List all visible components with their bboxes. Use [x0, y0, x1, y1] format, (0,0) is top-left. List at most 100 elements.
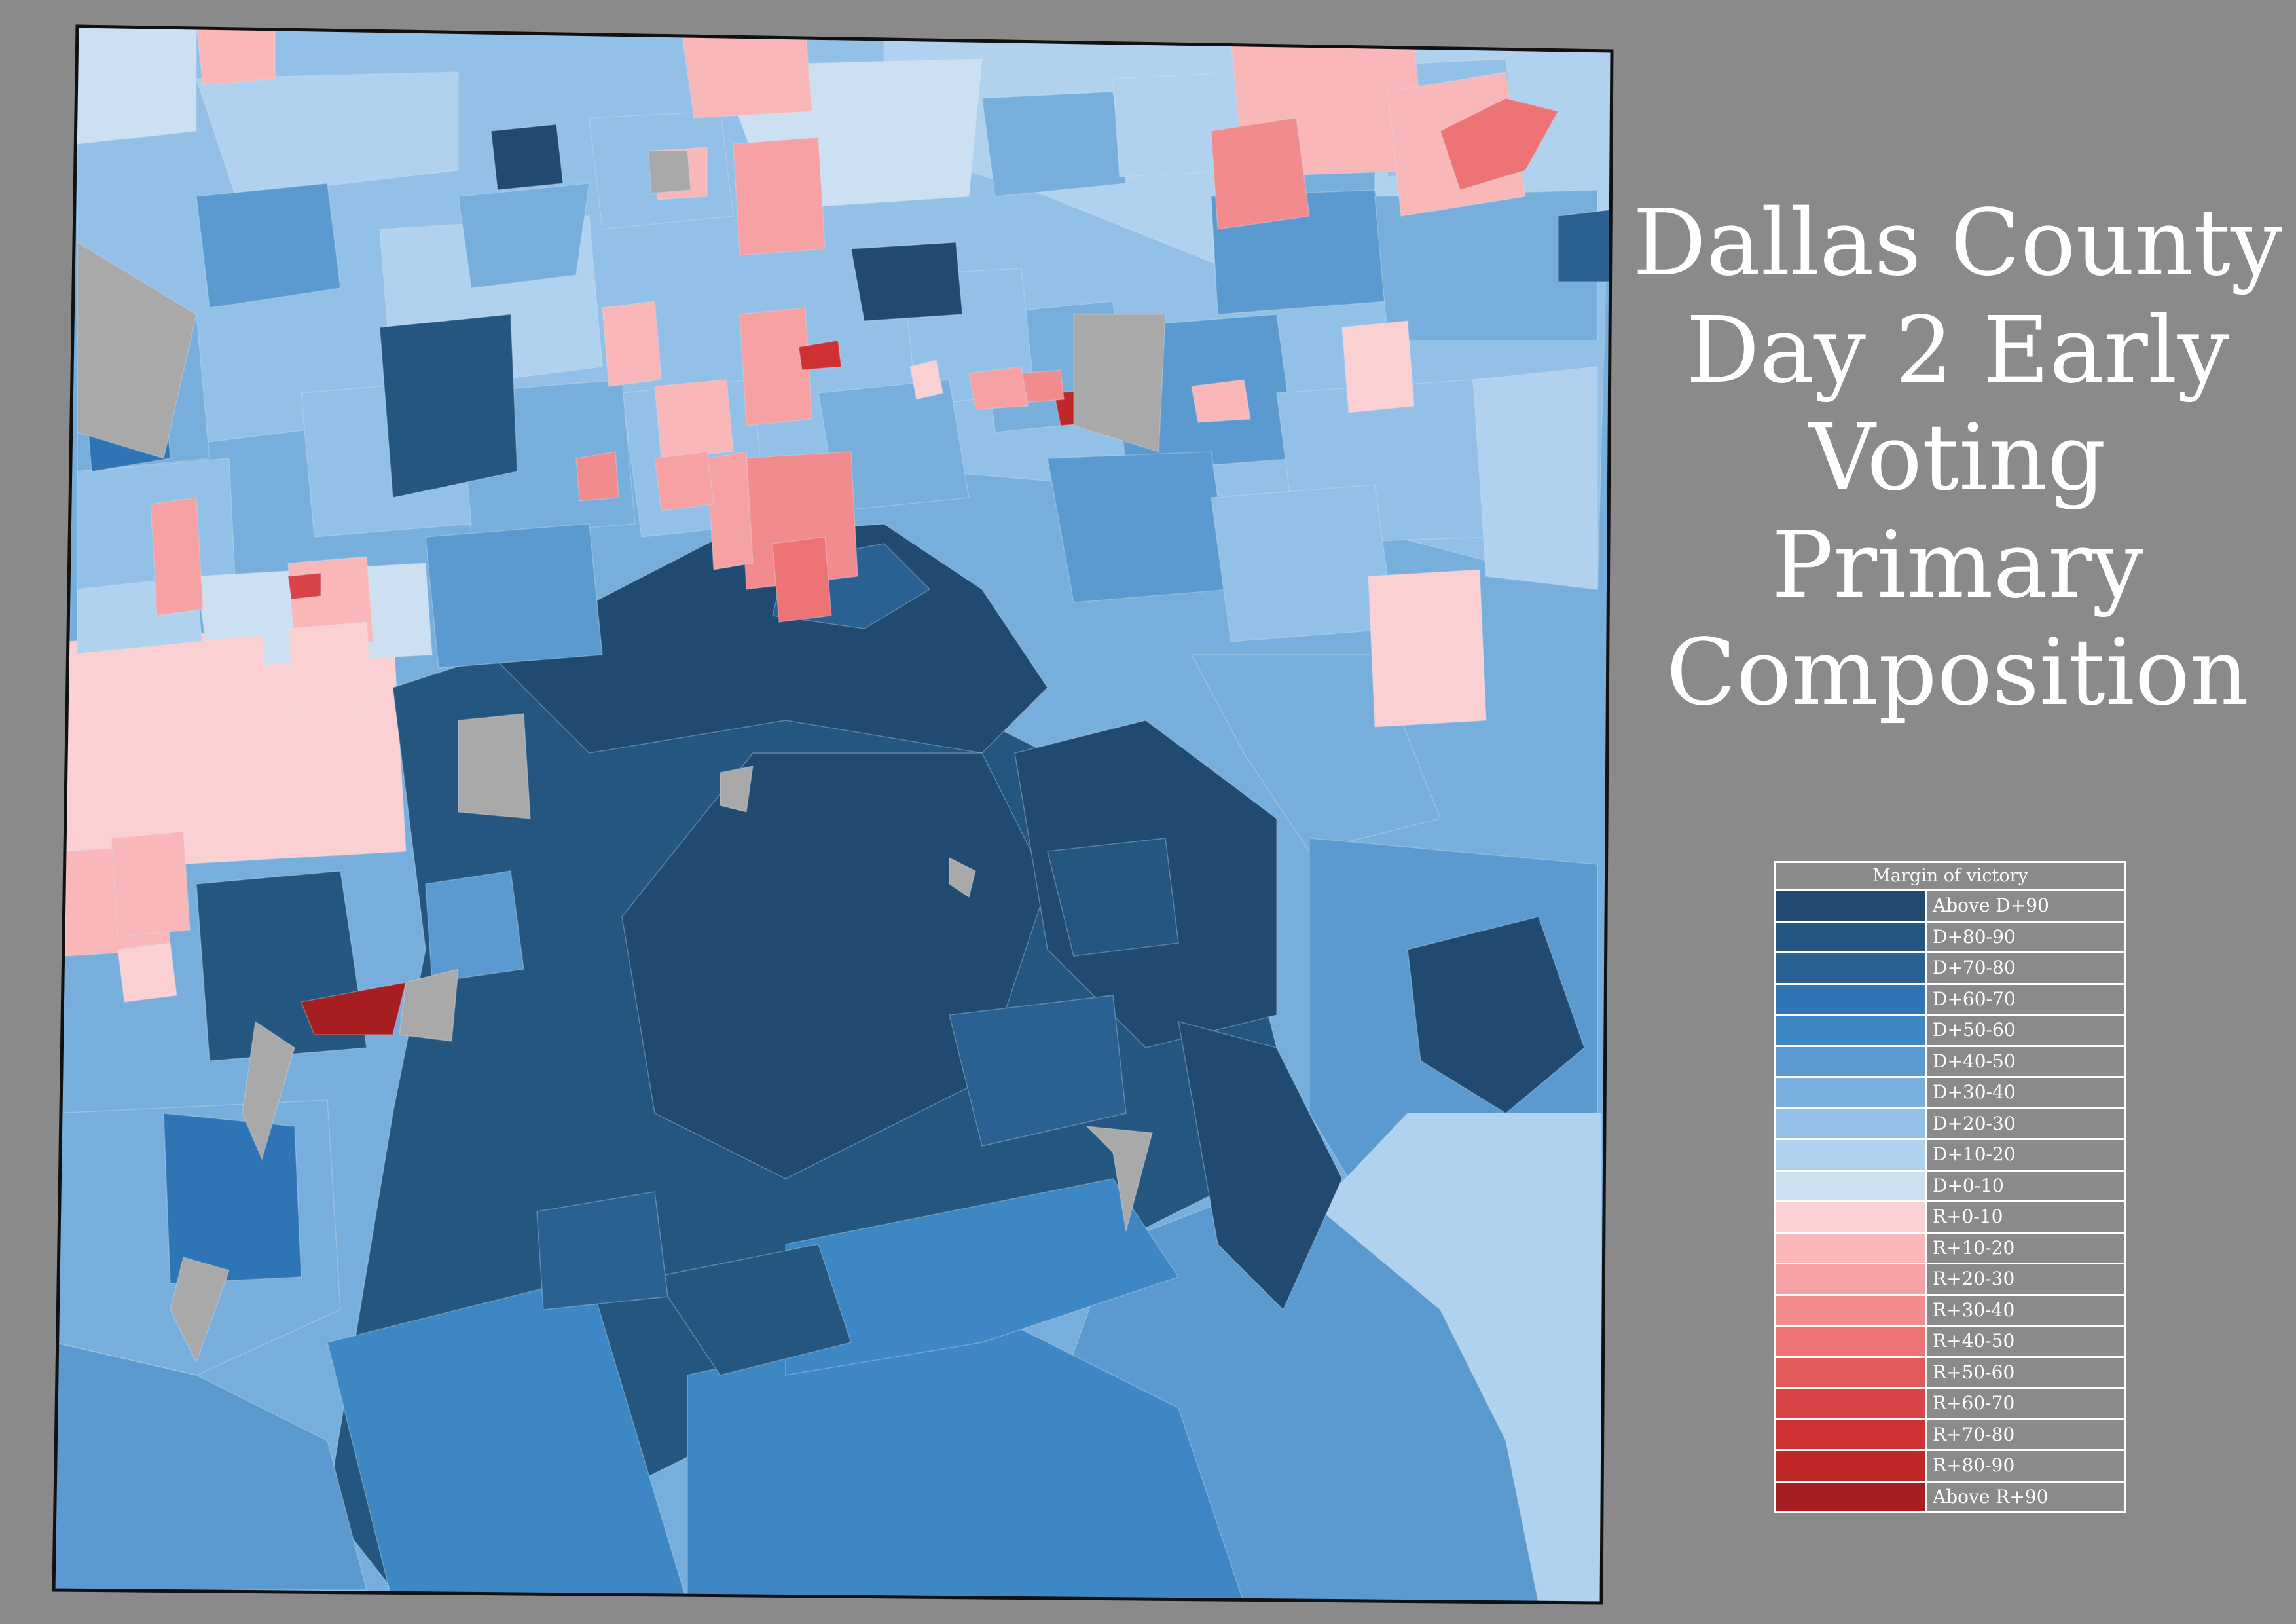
legend-item: D+20-30: [1776, 1109, 2124, 1140]
legend-label: D+70-80: [1933, 957, 2016, 978]
legend-label: R+30-40: [1933, 1299, 2015, 1321]
legend-label: Above D+90: [1933, 895, 2049, 916]
map-title: Dallas County Day 2 Early Voting Primary Com…: [1630, 190, 2285, 727]
precinct-region: [490, 124, 564, 191]
county-border: [52, 24, 1614, 1605]
legend-swatch: [1776, 1233, 1927, 1263]
legend-label: D+30-40: [1933, 1081, 2016, 1103]
legend-label: R+60-70: [1933, 1392, 2015, 1414]
precinct-region: [850, 242, 963, 322]
precinct-region: [196, 183, 341, 308]
legend-swatch: [1776, 1482, 1927, 1511]
legend-swatch: [1776, 1016, 1927, 1045]
legend: Margin of victory Above D+90 D+80-90 D+70-…: [1774, 861, 2126, 1513]
precinct-region: [1211, 117, 1310, 230]
precinct-region: [575, 451, 619, 502]
legend-item: D+40-50: [1776, 1046, 2124, 1078]
legend-label: R+10-20: [1933, 1236, 2015, 1259]
legend-label: D+60-70: [1933, 987, 2016, 1010]
precinct-region: [653, 1244, 852, 1376]
legend-label: Above R+90: [1933, 1485, 2049, 1507]
legend-swatch: [1776, 953, 1927, 983]
precinct-region: [1211, 484, 1395, 642]
precinct-region: [1341, 320, 1415, 413]
legend-label: D+80-90: [1933, 925, 2016, 948]
precinct-region: [1021, 369, 1065, 403]
legend-item: R+60-70: [1776, 1389, 2124, 1420]
precinct-region: [1047, 451, 1231, 603]
precinct-region: [1047, 838, 1179, 957]
title-line: Primary: [1771, 512, 2144, 619]
precinct-region: [54, 1342, 367, 1591]
legend-swatch: [1776, 1140, 1927, 1170]
legend-swatch: [1776, 922, 1927, 951]
precinct-region: [287, 621, 374, 714]
precinct-region: [399, 969, 459, 1042]
legend-item: R+80-90: [1776, 1451, 2124, 1483]
legend-label: D+0-10: [1933, 1174, 2004, 1196]
precinct-region: [170, 1257, 230, 1363]
precinct-region: [1073, 314, 1166, 453]
precinct-region: [772, 536, 832, 623]
legend-item: R+40-50: [1776, 1327, 2124, 1358]
precinct-region: [621, 752, 1048, 1179]
legend-item: Above R+90: [1776, 1482, 2124, 1511]
legend-title: Margin of victory: [1776, 863, 2124, 891]
legend-item: D+70-80: [1776, 953, 2124, 985]
legend-item: D+0-10: [1776, 1171, 2124, 1202]
precinct-region: [720, 766, 754, 813]
legend-rows: Above D+90 D+80-90 D+70-80 D+60-70 D+50-60 D+…: [1776, 891, 2124, 1511]
precinct-region: [1440, 98, 1559, 191]
precinct-region: [196, 26, 276, 86]
legend-swatch: [1776, 891, 1927, 921]
precinct-region: [300, 982, 407, 1035]
legend-label: R+50-60: [1933, 1361, 2015, 1383]
precinct-region: [287, 572, 321, 600]
precinct-region: [1558, 209, 1612, 282]
legend-item: D+50-60: [1776, 1016, 2124, 1047]
legend-label: D+20-30: [1933, 1112, 2016, 1134]
precinct-region: [602, 301, 662, 387]
legend-label: R+0-10: [1933, 1206, 2003, 1227]
legend-label: R+80-90: [1933, 1454, 2015, 1476]
precinct-region: [1368, 569, 1487, 728]
legend-label: R+70-80: [1933, 1423, 2015, 1445]
legend-item: D+80-90: [1776, 922, 2124, 953]
dallas-county-map: [52, 24, 1614, 1605]
legend-label: D+40-50: [1933, 1050, 2016, 1072]
precinct-region: [680, 26, 812, 119]
precinct-region: [77, 26, 197, 145]
precinct-region: [111, 831, 191, 937]
precinct-region: [1191, 379, 1251, 423]
precinct-region: [65, 635, 282, 852]
legend-swatch: [1776, 1078, 1927, 1107]
precinct-region: [458, 183, 590, 289]
legend-item: R+0-10: [1776, 1202, 2124, 1234]
legend-item: R+70-80: [1776, 1420, 2124, 1451]
legend-item: R+10-20: [1776, 1233, 2124, 1264]
legend-swatch: [1776, 1046, 1927, 1076]
precinct-region: [117, 942, 177, 1003]
precinct-region: [739, 307, 812, 426]
precinct-region: [536, 1191, 668, 1310]
precinct-region: [706, 451, 754, 570]
legend-item: Above D+90: [1776, 891, 2124, 923]
legend-item: R+50-60: [1776, 1357, 2124, 1389]
legend-swatch: [1776, 1202, 1927, 1232]
precinct-region: [458, 713, 531, 819]
precinct-region: [150, 497, 204, 616]
title-line: Day 2 Early: [1686, 297, 2229, 404]
precinct-region: [77, 241, 197, 459]
title-line: Voting: [1809, 405, 2106, 511]
precinct-region: [195, 71, 459, 197]
legend-label: D+10-20: [1933, 1143, 2016, 1165]
legend-swatch: [1776, 1389, 1927, 1418]
legend-label: D+50-60: [1933, 1019, 2016, 1041]
precinct-region: [242, 1020, 295, 1161]
precinct-region: [1472, 366, 1598, 590]
legend-swatch: [1776, 1295, 1927, 1325]
precinct-region: [379, 314, 518, 498]
precinct-region: [654, 451, 714, 511]
legend-swatch: [1776, 1451, 1927, 1481]
legend-swatch: [1776, 1264, 1927, 1294]
